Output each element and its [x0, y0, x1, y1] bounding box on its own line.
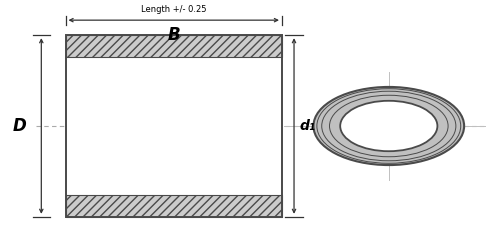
Bar: [66, 195, 282, 217]
Text: Length +/- 0.25: Length +/- 0.25: [141, 5, 207, 14]
Bar: [66, 35, 282, 217]
Text: D: D: [13, 117, 27, 135]
Bar: [66, 35, 282, 217]
Circle shape: [313, 87, 464, 165]
Circle shape: [340, 101, 437, 151]
Bar: [66, 35, 282, 57]
Text: B: B: [168, 26, 180, 44]
Text: d₁: d₁: [300, 119, 316, 133]
